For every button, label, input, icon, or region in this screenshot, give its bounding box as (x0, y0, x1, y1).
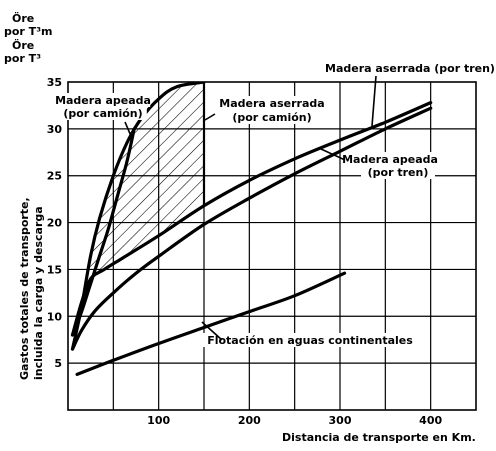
hatch-fill (72, 82, 204, 350)
x-tick-label: 300 (329, 414, 352, 427)
label-leader-line (371, 75, 377, 127)
y-tick-label: 30 (47, 123, 63, 136)
y-tick-label: 35 (47, 76, 62, 89)
label-madera-aserrada-camion-line2: (por camión) (232, 111, 311, 124)
unit-label-bottom-line1: Öre (12, 38, 34, 52)
y-tick-label: 25 (47, 170, 62, 183)
unit-label-bottom-line2: por T³ (4, 52, 41, 65)
label-leader-line (124, 121, 132, 137)
y-axis-label-line1: Gastos totales de transporte, (18, 197, 31, 380)
label-flotacion-line1: Flotación en aguas continentales (207, 334, 413, 347)
label-background (55, 93, 151, 107)
plot-frame (67, 81, 477, 411)
y-axis-label-line2: incluida la carga y descarga (32, 206, 45, 380)
label-leader-line (201, 321, 223, 341)
label-madera-apeada-camion-line1: Madera apeada (55, 94, 151, 107)
x-tick-label: 100 (147, 414, 170, 427)
y-tick-label: 20 (47, 217, 63, 230)
series-line-madera-aserrada-tren (70, 101, 433, 337)
label-background (218, 96, 326, 110)
label-background (318, 61, 496, 75)
label-background (228, 110, 316, 124)
x-tick-label: 400 (419, 414, 442, 427)
series-line-madera-apeada-tren (70, 106, 433, 351)
label-madera-apeada-tren-line2: (por tren) (368, 166, 429, 179)
y-tick-label: 15 (47, 263, 62, 276)
x-tick-label: 200 (238, 414, 261, 427)
hatched-region (72, 82, 206, 350)
tick-labels: 5 10 15 20 25 30 35 100 200 300 400 (47, 76, 443, 427)
label-background (342, 152, 438, 166)
label-background (198, 333, 422, 347)
y-tick-label: 5 (54, 357, 62, 370)
series-line-madera-aserrada-camion (70, 82, 206, 351)
label-madera-apeada-tren-line1: Madera apeada (342, 153, 438, 166)
series-labels: Madera apeada(por camión)Madera aserrada… (55, 61, 496, 347)
label-leader-line (320, 148, 346, 161)
unit-label-top-line1: Öre (12, 11, 34, 25)
series-lines (70, 82, 433, 376)
x-axis-label: Distancia de transporte en Km. (282, 431, 476, 444)
y-tick-label: 10 (47, 310, 63, 323)
label-background (59, 106, 147, 120)
series-line-flotacion (75, 271, 347, 376)
unit-label-top-line2: por T³m (4, 25, 52, 38)
label-leader-line (204, 113, 216, 121)
label-madera-apeada-camion-line2: (por camión) (63, 107, 142, 120)
label-background (361, 165, 435, 179)
label-madera-aserrada-tren-line1: Madera aserrada (por tren) (325, 62, 495, 75)
label-madera-aserrada-camion-line1: Madera aserrada (219, 97, 324, 110)
